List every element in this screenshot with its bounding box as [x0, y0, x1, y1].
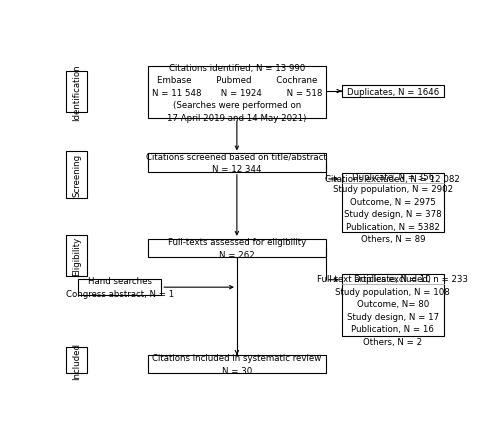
Text: Duplicate, N = 10
Study population, N = 108
Outcome, N= 80
Study design, N = 17
: Duplicate, N = 10 Study population, N = …: [336, 275, 450, 346]
Bar: [66, 151, 86, 198]
Bar: [78, 279, 162, 296]
Text: Full text articles excluded, n = 233: Full text articles excluded, n = 233: [318, 275, 468, 284]
Text: Citations screened based on title/abstract
N = 12 344: Citations screened based on title/abstra…: [146, 152, 327, 174]
Text: Duplicate, N = 356
Study population, N = 2902
Outcome, N = 2975
Study design, N : Duplicate, N = 356 Study population, N =…: [333, 172, 453, 244]
Bar: [148, 67, 326, 119]
Text: Eligibility: Eligibility: [72, 237, 81, 276]
Text: Duplicates, N = 1646: Duplicates, N = 1646: [346, 87, 439, 96]
Text: Screening: Screening: [72, 153, 81, 196]
Bar: [342, 274, 444, 336]
Bar: [342, 85, 444, 98]
Bar: [66, 347, 86, 374]
Text: Citations identified, N = 13 990
Embase         Pubmed         Cochrane
N = 11 5: Citations identified, N = 13 990 Embase …: [152, 64, 322, 122]
Text: Hand searches
Congress abstract, N = 1: Hand searches Congress abstract, N = 1: [66, 277, 174, 298]
Bar: [148, 239, 326, 258]
Bar: [66, 236, 86, 276]
Text: Full-texts assessed for eligibility
N = 262: Full-texts assessed for eligibility N = …: [168, 238, 306, 259]
Bar: [148, 154, 326, 172]
Text: Citations excluded, N = 12 082: Citations excluded, N = 12 082: [326, 174, 460, 183]
Bar: [148, 355, 326, 374]
Text: Identification: Identification: [72, 64, 81, 121]
Text: Citations included in systematic review
N = 30: Citations included in systematic review …: [152, 354, 322, 375]
Bar: [342, 174, 444, 233]
Bar: [66, 72, 86, 113]
Text: Included: Included: [72, 342, 81, 378]
